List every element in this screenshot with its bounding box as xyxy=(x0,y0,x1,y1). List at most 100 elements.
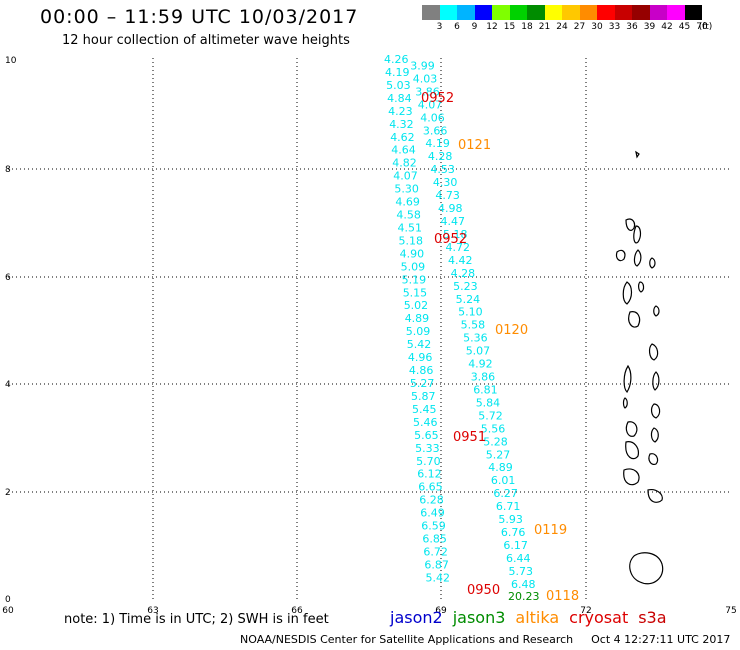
wave-height-value: 4.92 xyxy=(468,358,493,371)
wave-height-value: 6.12 xyxy=(417,468,442,481)
x-tick-label: 72 xyxy=(580,606,591,616)
altimeter-track: 4.26 3.994.19 4.035.03 3.864.84 4.074.23 4.06… xyxy=(384,53,540,603)
map-subtitle: 12 hour collection of altimeter wave hei… xyxy=(62,33,350,48)
x-tick-label: 69 xyxy=(435,606,447,616)
wave-height-value: 4.42 xyxy=(448,254,473,267)
legend-label: 18 xyxy=(521,22,533,32)
wave-height-value: 20.23 xyxy=(508,590,540,603)
wave-height-value: 5.58 xyxy=(461,319,486,332)
x-tick-label: 66 xyxy=(291,606,303,616)
legend-swatch xyxy=(562,5,580,20)
wave-height-value: 6.17 xyxy=(503,539,528,552)
legend-label: 3 xyxy=(436,22,443,32)
island-outline xyxy=(623,468,640,486)
legend-swatch xyxy=(614,5,632,20)
island-outline xyxy=(648,453,659,465)
wave-height-value: 5.09 xyxy=(401,260,426,273)
legend-swatch xyxy=(422,5,440,20)
pass-time-labels: 0952 0121 0952 0120 0951 0119 0950 0118 xyxy=(421,91,579,604)
wave-height-value: 4.26 xyxy=(384,53,409,66)
wave-height-value: 4.06 xyxy=(420,111,445,124)
wave-height-value: 4.89 xyxy=(405,312,430,325)
legend-swatch xyxy=(544,5,562,20)
credits-timestamp: Oct 4 12:27:11 UTC 2017 xyxy=(591,633,731,646)
y-tick-label: 0 xyxy=(5,595,11,605)
wave-height-value: 6.81 xyxy=(473,384,498,397)
legend-swatch xyxy=(492,5,510,20)
wave-height-value: 5.65 xyxy=(414,429,439,442)
wave-height-value: 5.42 xyxy=(407,338,432,351)
wave-height-value: 4.89 xyxy=(488,461,513,474)
legend-label: 45 xyxy=(678,22,691,32)
island-outline xyxy=(650,403,661,419)
island-outline xyxy=(625,421,638,437)
wave-height-value: 4.98 xyxy=(438,202,463,215)
wave-height-value: 4.03 xyxy=(413,72,438,85)
island-outline xyxy=(633,249,642,267)
pass-time-label: 0950 xyxy=(467,583,500,598)
legend-swatch xyxy=(649,5,667,20)
wave-height-value: 4.53 xyxy=(430,163,455,176)
y-tick-label: 6 xyxy=(5,273,11,283)
wave-height-value: 5.56 xyxy=(481,422,506,435)
wave-height-value: 5.28 xyxy=(483,435,508,448)
y-tick-label: 10 xyxy=(5,56,17,66)
wave-height-value: 4.30 xyxy=(433,176,458,189)
y-tick-label: 2 xyxy=(5,488,11,498)
wave-height-value: 4.82 xyxy=(392,157,417,170)
map-title: 00:00 – 11:59 UTC 10/03/2017 xyxy=(40,6,359,28)
legend-label: 39 xyxy=(643,22,656,32)
credits-footer: NOAA/NESDIS Center for Satellite Applica… xyxy=(240,633,730,646)
legend-label: 30 xyxy=(591,22,603,32)
wave-height-value: 4.90 xyxy=(400,247,425,260)
wave-height-value: 3.86 xyxy=(471,371,496,384)
legend-swatch xyxy=(632,5,650,20)
wave-height-value: 5.46 xyxy=(413,416,438,429)
island-outline xyxy=(638,281,645,293)
pass-time-label: 0119 xyxy=(534,523,567,538)
wave-height-value: 5.27 xyxy=(486,448,511,461)
legend-label: 24 xyxy=(556,22,568,32)
wave-height-value: 5.15 xyxy=(403,286,428,299)
wave-height-value: 5.36 xyxy=(463,332,488,345)
wave-height-value: 4.19 xyxy=(385,66,410,79)
wave-height-value: 4.07 xyxy=(418,98,443,111)
wave-height-value: 6.49 xyxy=(420,507,445,520)
wave-height-value: 5.18 xyxy=(443,228,468,241)
legend-label: 15 xyxy=(503,22,516,32)
wave-height-value: 5.02 xyxy=(404,299,429,312)
island-outline xyxy=(647,489,663,503)
wave-height-value: 5.93 xyxy=(498,513,523,526)
wave-height-value: 4.07 xyxy=(393,170,418,183)
wave-height-value: 6.01 xyxy=(491,474,516,487)
island-outline xyxy=(625,218,636,231)
wave-height-value: 5.30 xyxy=(394,183,419,196)
legend-swatch xyxy=(597,5,615,20)
wave-height-value: 6.87 xyxy=(424,558,449,571)
wave-height-value: 4.84 xyxy=(387,92,412,105)
wave-height-value: 6.48 xyxy=(511,578,536,591)
wave-height-value: 4.86 xyxy=(409,364,434,377)
legend-label: 70 xyxy=(696,22,708,32)
island-outline xyxy=(653,305,660,317)
satellite-s3a: s3a xyxy=(638,608,667,627)
wave-height-value: 6.44 xyxy=(506,552,531,565)
wave-height-value: 3.99 xyxy=(410,60,435,73)
pass-time-label: 0952 xyxy=(434,232,467,247)
wave-height-value: 5.45 xyxy=(412,403,437,416)
wave-height-value: 6.28 xyxy=(419,494,444,507)
island-outline xyxy=(635,150,640,159)
legend-swatch xyxy=(474,5,492,20)
color-scale-legend xyxy=(422,5,702,20)
island-outline xyxy=(622,397,628,409)
wave-height-value: 5.19 xyxy=(402,273,427,286)
wave-height-value: 4.51 xyxy=(398,222,423,235)
wave-height-value: 4.47 xyxy=(441,215,466,228)
island-outline xyxy=(615,249,626,262)
legend-swatch xyxy=(684,5,702,20)
legend-label: 21 xyxy=(538,22,551,32)
legend-label: (ft) xyxy=(698,22,713,32)
satellite-altika: altika xyxy=(515,608,560,627)
wave-height-value: 6.27 xyxy=(493,487,518,500)
